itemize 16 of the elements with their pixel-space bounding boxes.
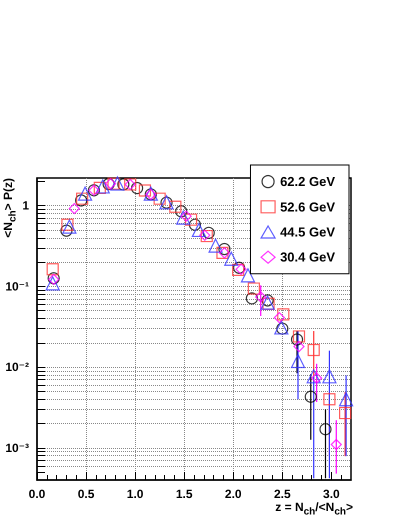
legend-label: 44.5 GeV: [280, 224, 336, 240]
x-tick-label: 1.0: [126, 487, 144, 501]
legend-label: 30.4 GeV: [280, 250, 336, 265]
x-tick-label: 0.5: [78, 487, 95, 501]
y-tick-label: 10⁻¹: [5, 279, 29, 294]
x-tick-label: 2.5: [274, 487, 291, 501]
x-tick-label: 3.0: [323, 487, 340, 501]
x-tick-label: 2.0: [224, 487, 242, 501]
x-tick-label: 0.0: [28, 487, 46, 501]
y-tick-label: 10⁻³: [5, 440, 29, 455]
x-axis-title: z = N$_{ch}$/<N$_{ch}$>: [275, 500, 353, 516]
legend-label: 62.2 GeV: [280, 174, 336, 190]
legend-label: 52.6 GeV: [280, 199, 336, 214]
x-tick-label: 1.5: [176, 487, 193, 501]
y-tick-label: 1: [22, 198, 30, 213]
y-tick-label: 10⁻²: [5, 360, 29, 374]
